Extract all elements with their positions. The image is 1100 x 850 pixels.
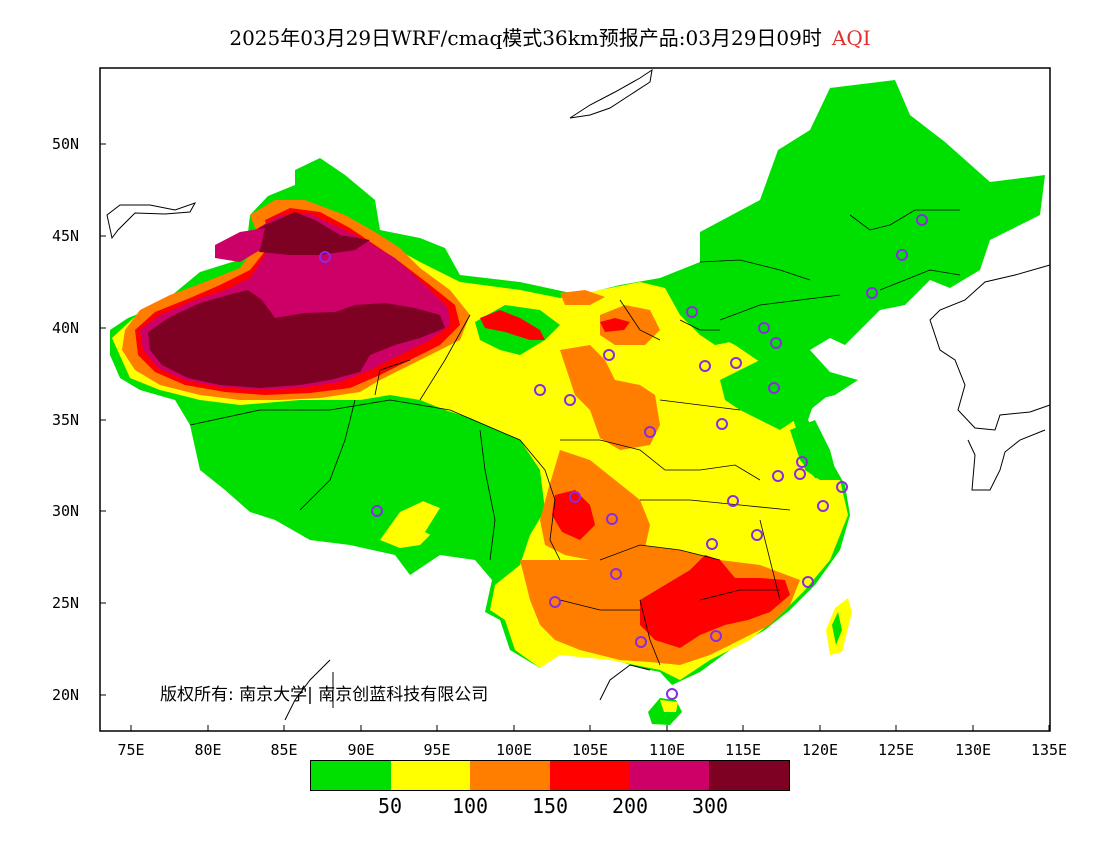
copyright-text: 版权所有: 南京大学| 南京创蓝科技有限公司 <box>160 685 489 705</box>
y-tick-label: 20N <box>52 686 80 704</box>
legend-label: 150 <box>531 794 569 818</box>
north-unhealthy <box>600 318 630 332</box>
y-tick-label: 30N <box>52 502 80 520</box>
x-tick-label: 90E <box>347 741 375 759</box>
legend-swatch <box>311 761 391 790</box>
north-xinjiang-magenta <box>215 228 265 262</box>
x-tick-label: 135E <box>1030 741 1068 759</box>
x-tick-label: 115E <box>724 741 762 759</box>
x-tick-label: 80E <box>194 741 222 759</box>
y-tick-label: 45N <box>52 227 80 245</box>
qinghai-good <box>205 402 540 560</box>
south-unhealthy <box>640 555 790 648</box>
taiwan-good <box>832 612 842 645</box>
jiangsu-good <box>790 420 838 480</box>
y-tick-label: 35N <box>52 411 80 429</box>
region-unhealthy <box>552 490 595 540</box>
title-main: 2025年03月29日WRF/cmaq模式36km预报产品:03月29日09时 <box>229 26 822 50</box>
color-legend <box>310 760 790 791</box>
legend-swatch <box>470 761 551 790</box>
x-tick-label: 110E <box>648 741 686 759</box>
legend-swatch <box>550 761 630 790</box>
tibet-moderate <box>380 498 445 548</box>
x-tick-label: 105E <box>571 741 609 759</box>
legend-swatch <box>629 761 710 790</box>
north-usg-2 <box>560 290 605 305</box>
map-frame <box>99 67 1051 732</box>
x-tick-label: 95E <box>423 741 451 759</box>
x-tick-label: 120E <box>801 741 839 759</box>
xinjiang-hazardous <box>148 290 445 388</box>
province-borders <box>189 209 961 666</box>
north-usg-1 <box>600 305 660 345</box>
coastlines <box>106 68 1051 721</box>
y-tick-label: 25N <box>52 594 80 612</box>
legend-label: 100 <box>451 794 489 818</box>
legend-label: 200 <box>611 794 649 818</box>
x-tick-label: 100E <box>495 741 533 759</box>
region-usg <box>560 345 660 450</box>
hainan-moderate <box>660 700 678 712</box>
x-tick-label: 75E <box>117 741 145 759</box>
legend-swatch <box>390 761 471 790</box>
y-tick-label: 40N <box>52 319 80 337</box>
inner-mongolia-unhealthy <box>480 310 545 340</box>
station-markers <box>319 214 928 700</box>
y-tick-label: 50N <box>52 135 80 153</box>
x-tick-label: 85E <box>270 741 298 759</box>
map-title: 2025年03月29日WRF/cmaq模式36km预报产品:03月29日09时 A… <box>0 22 1100 51</box>
x-tick-label: 125E <box>877 741 915 759</box>
legend-swatch <box>709 761 790 790</box>
title-product: AQI <box>831 26 871 50</box>
axis-ticks <box>100 143 1050 731</box>
legend-label: 300 <box>691 794 729 818</box>
north-good <box>690 290 800 370</box>
shandong-good <box>720 360 835 430</box>
legend-label: 50 <box>377 794 403 818</box>
north-xinjiang-hazardous <box>240 212 370 255</box>
x-tick-label: 130E <box>954 741 992 759</box>
